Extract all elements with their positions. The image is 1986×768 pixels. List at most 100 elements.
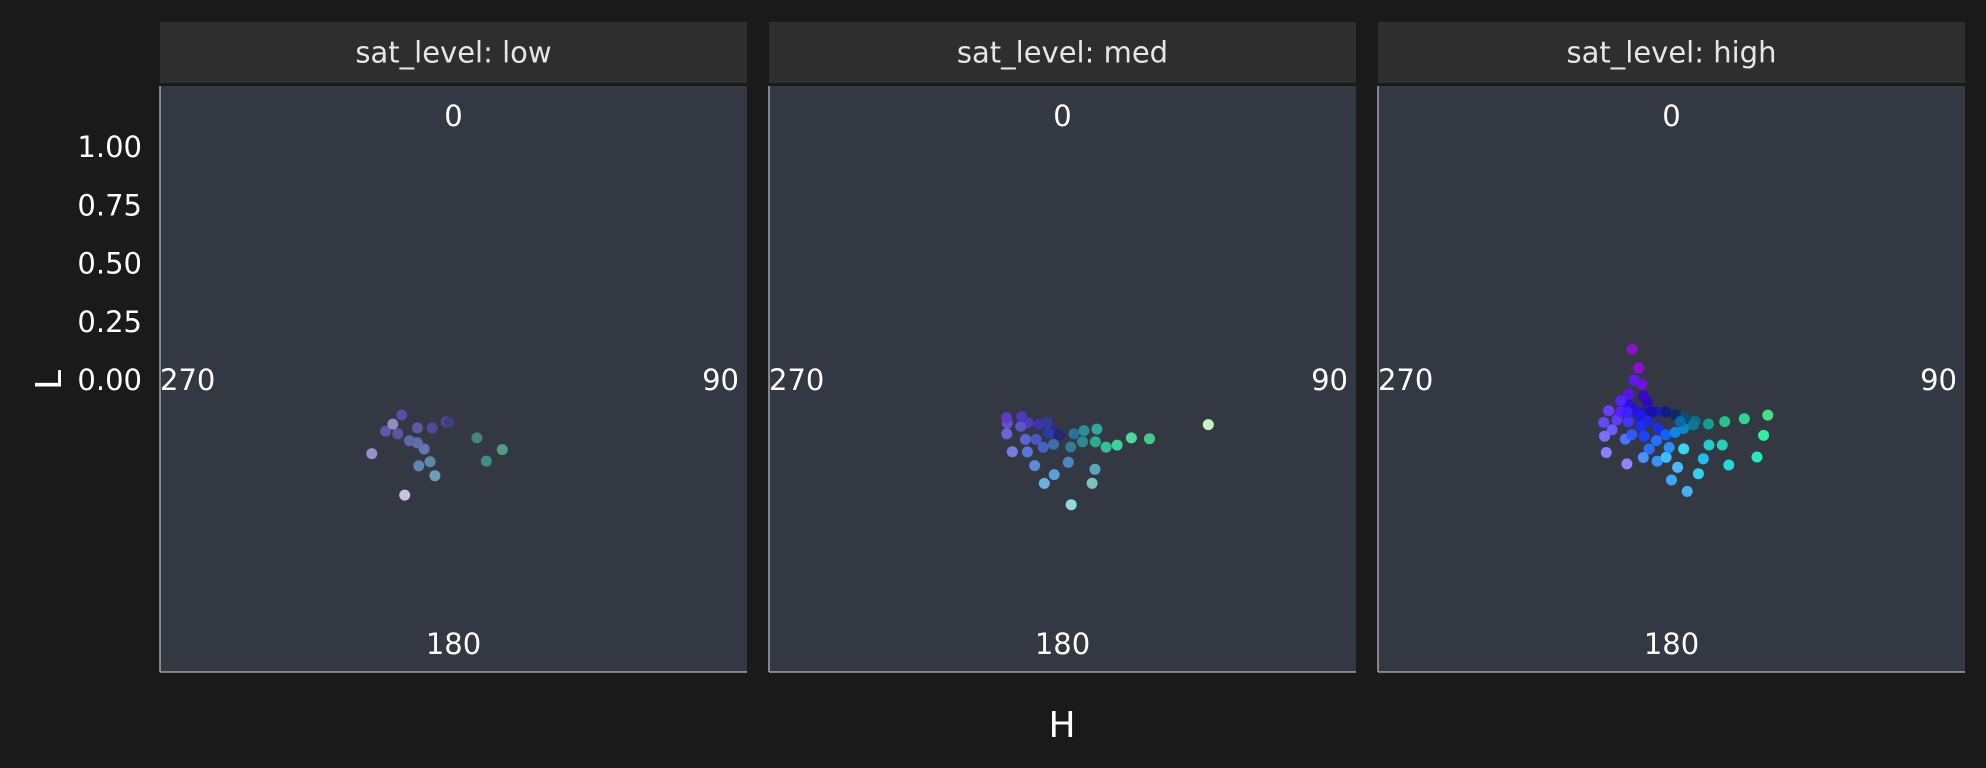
data-point [480,455,492,467]
facet-panel: sat_level: high 0 90 180 270 [1377,22,1965,673]
data-point [1615,395,1626,407]
data-point [426,422,438,434]
facet-strip-label: sat_level: high [1567,36,1777,70]
data-point [411,422,423,434]
data-point [1006,446,1018,458]
data-point [1086,477,1098,489]
data-point [1048,438,1059,450]
angle-tick-label: 90 [1311,363,1348,397]
data-point [1637,390,1649,402]
data-point [1646,406,1658,418]
data-point [496,444,508,456]
angle-tick-label: 270 [769,363,824,397]
data-point [1762,409,1774,421]
data-point [1125,432,1137,444]
data-point [1091,423,1103,435]
data-point [1660,451,1672,463]
point-layer [366,409,508,501]
data-point [1719,416,1731,428]
panel-background [1378,86,1965,672]
facet-strip [1378,22,1965,83]
angle-tick-label: 0 [444,99,462,133]
facet-strip-label: sat_level: low [355,36,551,70]
data-point [1703,439,1715,451]
angle-tick-label: 180 [426,627,481,661]
data-point [1065,499,1077,511]
angle-tick-label: 270 [1378,363,1433,397]
data-point [387,418,399,430]
data-point [1202,419,1214,431]
data-point [396,409,408,421]
data-point [1038,477,1050,489]
data-point [1637,452,1649,463]
data-point [1650,435,1662,447]
data-point [399,489,411,501]
data-point [1089,436,1101,448]
y-tick-label: 1.00 [77,130,142,164]
angle-tick-label: 180 [1644,627,1699,661]
data-point [1678,443,1690,455]
data-point [1599,430,1610,442]
data-point [1634,409,1646,421]
data-point [1016,411,1028,423]
data-point [471,432,483,444]
data-point [1751,451,1763,463]
data-point [1716,439,1728,451]
data-point [424,456,436,468]
angle-tick-label: 90 [1920,363,1957,397]
facet-panel: sat_level: low 0 90 180 270 [159,22,747,673]
data-point [1703,418,1714,430]
data-point [1697,453,1709,465]
data-point [1048,469,1060,481]
data-point [1021,446,1033,458]
y-tick-label: 0.50 [77,247,142,281]
data-point [1001,428,1013,440]
angle-tick-label: 0 [1662,99,1680,133]
data-point [1030,433,1042,445]
data-point [1628,374,1640,386]
data-point [1651,455,1663,467]
data-point [392,428,404,440]
angle-tick-label: 270 [160,363,215,397]
data-point [1041,416,1053,428]
data-point [366,448,378,460]
data-point [1042,427,1054,439]
data-point [1068,428,1080,440]
data-point [1019,433,1031,445]
data-point [1621,406,1633,418]
point-layer [1598,343,1774,497]
data-point [1603,405,1615,417]
data-point [1621,458,1633,470]
data-point [1660,406,1672,418]
data-point [1692,468,1704,480]
data-point [413,460,425,472]
data-point [1065,441,1077,453]
data-point [1111,439,1123,451]
data-point [1660,429,1672,441]
data-point [1598,416,1610,428]
data-point [1687,419,1699,431]
data-point [1674,416,1686,428]
data-point [429,470,441,482]
data-point [1037,441,1049,453]
data-point [1626,343,1638,355]
data-point [1652,422,1664,434]
angle-tick-label: 0 [1053,99,1071,133]
data-point [1666,474,1677,486]
data-point [1089,463,1101,475]
data-point [1633,362,1645,374]
data-point [1077,436,1089,448]
data-point [1663,442,1675,453]
y-axis: 0.00 0.25 0.50 0.75 1.00 [77,130,142,397]
data-point [1606,424,1618,436]
data-point [1062,456,1074,468]
y-tick-label: 0.00 [77,363,142,397]
facet-strip [769,22,1356,83]
point-layer [1001,411,1214,511]
data-point [1054,429,1066,441]
data-point [403,435,415,447]
y-axis-title: L [29,370,70,390]
data-point [380,425,392,437]
data-point [443,416,455,428]
data-point [1144,433,1155,445]
